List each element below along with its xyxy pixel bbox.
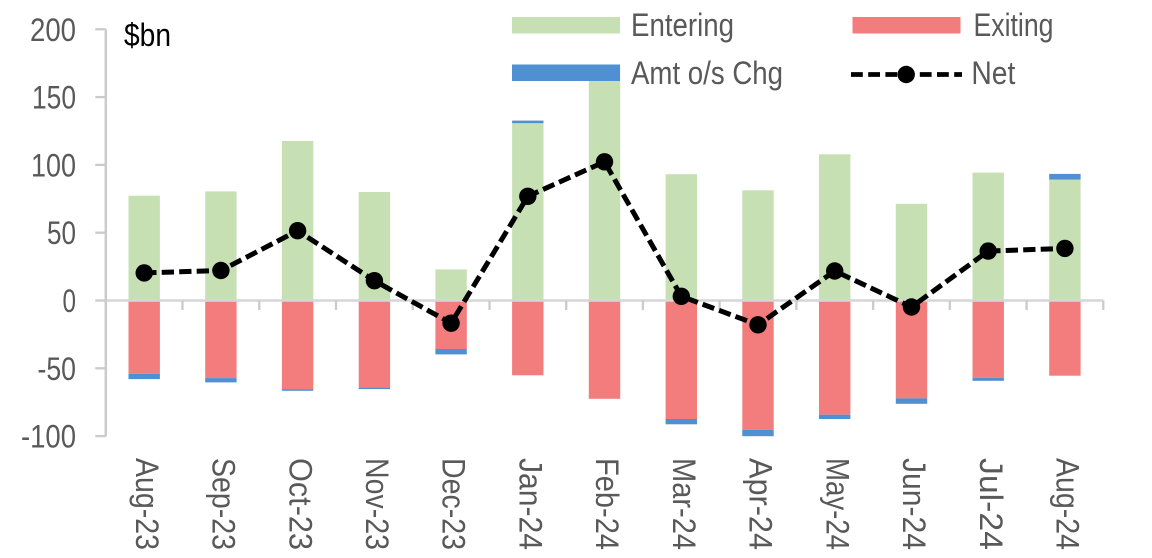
- svg-text:Feb-24: Feb-24: [589, 458, 625, 550]
- svg-text:Aug-24: Aug-24: [1050, 458, 1086, 550]
- svg-text:Exiting: Exiting: [974, 7, 1054, 43]
- svg-text:Jan-24: Jan-24: [513, 458, 549, 550]
- svg-text:0: 0: [63, 283, 77, 319]
- svg-text:$bn: $bn: [124, 17, 171, 53]
- svg-text:Nov-23: Nov-23: [359, 458, 395, 550]
- svg-text:150: 150: [32, 80, 76, 116]
- svg-text:-50: -50: [38, 351, 77, 387]
- svg-text:Jul-24: Jul-24: [973, 458, 1009, 550]
- svg-text:May-24: May-24: [819, 458, 855, 550]
- svg-text:200: 200: [30, 12, 76, 48]
- svg-text:50: 50: [47, 215, 76, 251]
- svg-text:Oct-23: Oct-23: [282, 458, 318, 550]
- svg-text:Dec-23: Dec-23: [436, 458, 472, 550]
- svg-text:Sep-23: Sep-23: [206, 458, 242, 550]
- svg-text:Net: Net: [971, 55, 1015, 91]
- svg-text:-100: -100: [21, 419, 76, 455]
- svg-text:Jun-24: Jun-24: [896, 458, 932, 550]
- svg-text:Entering: Entering: [631, 7, 734, 43]
- svg-text:Amt o/s Chg: Amt o/s Chg: [631, 55, 783, 91]
- svg-text:100: 100: [31, 147, 76, 183]
- svg-text:Apr-24: Apr-24: [743, 458, 779, 550]
- svg-text:Mar-24: Mar-24: [666, 458, 702, 550]
- svg-text:Aug-23: Aug-23: [129, 458, 165, 550]
